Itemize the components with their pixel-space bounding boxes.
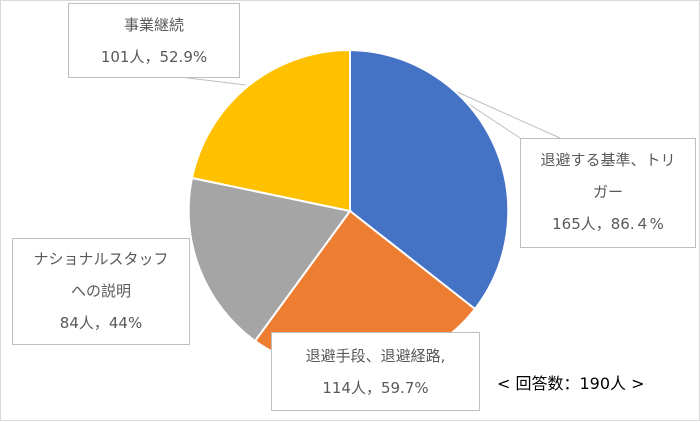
label-business-name: 事業継続 xyxy=(123,16,184,34)
slice-staff[interactable] xyxy=(187,176,352,343)
label-trigger-name-1: 退避する基準、トリ xyxy=(540,151,676,169)
slice-trigger[interactable] xyxy=(349,48,510,311)
label-staff-name-1: ナショナルスタッフ xyxy=(33,250,169,268)
label-trigger-value: 165人，86.４% xyxy=(552,215,664,233)
label-trigger: 退避する基準、トリ ガー 165人，86.４% xyxy=(520,138,696,248)
label-route-value: 114人，59.7% xyxy=(322,379,429,397)
slice-business[interactable] xyxy=(190,48,351,213)
label-staff-name-2: への説明 xyxy=(70,282,131,300)
label-route-name: 退避手段、退避経路, xyxy=(305,347,446,365)
label-business: 事業継続 101人，52.9% xyxy=(68,3,240,78)
respondent-count-note: < 回答数：190人 > xyxy=(497,374,645,393)
label-business-value: 101人，52.9% xyxy=(100,48,208,66)
label-staff-value: 84人，44% xyxy=(59,314,143,332)
label-trigger-name-2: ガー xyxy=(592,183,623,201)
label-staff: ナショナルスタッフ への説明 84人，44% xyxy=(12,238,190,345)
label-route: 退避手段、退避経路, 114人，59.7% xyxy=(271,332,480,411)
